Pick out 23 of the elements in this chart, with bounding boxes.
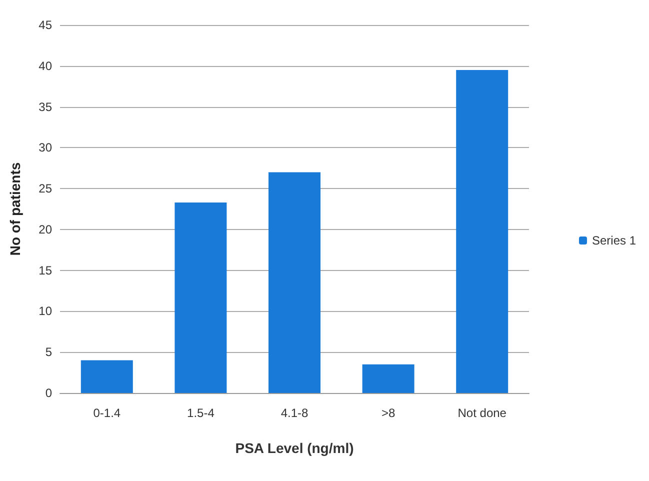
x-tick-label: 1.5-4 [187,406,215,420]
x-tick-label: >8 [381,406,396,420]
bar [268,172,320,393]
bar [362,364,414,393]
y-tick-label: 15 [38,263,52,278]
y-tick-label: 45 [38,18,52,32]
y-tick-label: 5 [45,345,52,360]
y-tick-label: 0 [45,386,52,400]
y-tick-label: 20 [38,222,52,236]
x-axis-title: PSA Level (ng/ml) [235,440,354,456]
x-tick-label: Not done [458,406,507,420]
bar [456,70,508,393]
y-tick-label: 40 [38,58,52,73]
y-tick-label: 25 [38,182,52,196]
bar [174,202,227,393]
x-tick-label: 4.1-8 [280,406,308,420]
legend-label: Series 1 [592,234,636,248]
x-tick-label: 0-1.4 [93,406,121,420]
y-tick-label: 35 [38,100,52,114]
bar [80,360,133,393]
y-axis-title: No of patients [7,162,23,256]
y-tick-label: 10 [38,304,52,318]
y-tick-label: 30 [38,140,52,155]
